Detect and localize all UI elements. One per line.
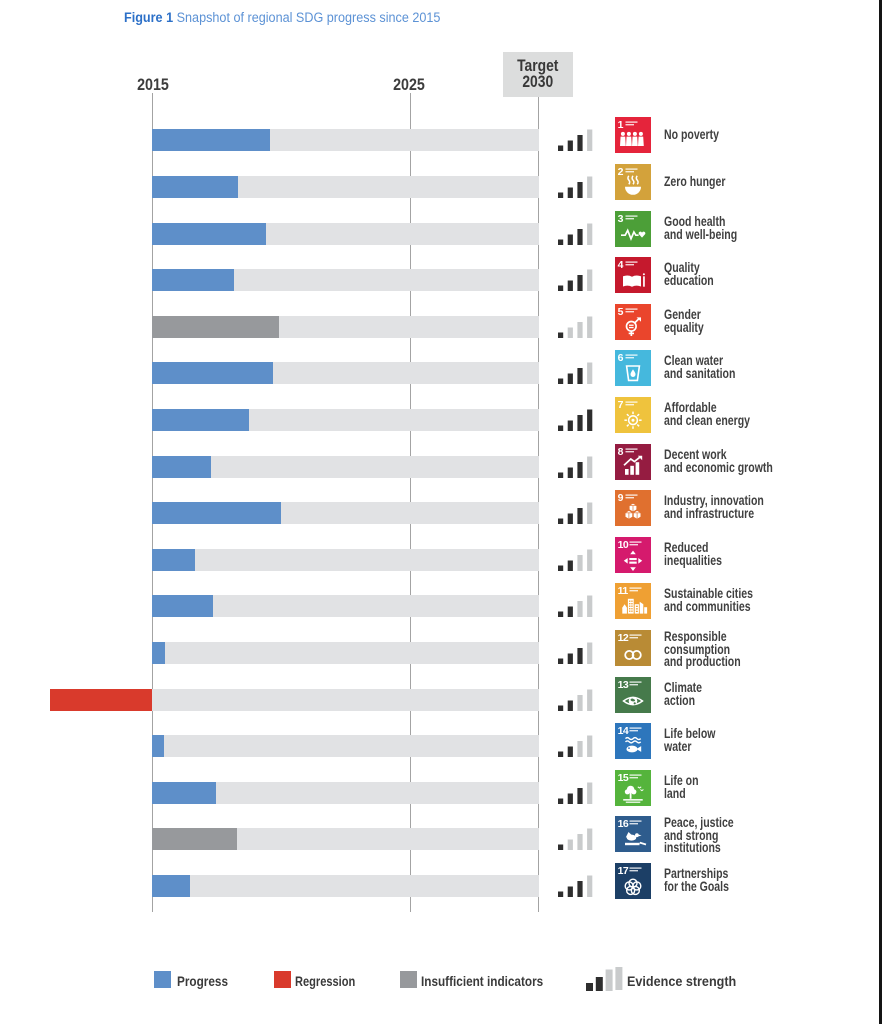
svg-text:16: 16 — [618, 818, 629, 830]
svg-text:8: 8 — [618, 446, 624, 458]
svg-text:15: 15 — [618, 772, 629, 784]
svg-text:2: 2 — [618, 166, 624, 178]
svg-text:5: 5 — [618, 306, 624, 318]
svg-text:6: 6 — [618, 352, 624, 364]
svg-text:17: 17 — [618, 865, 629, 877]
svg-text:4: 4 — [618, 259, 624, 271]
svg-text:13: 13 — [618, 679, 629, 691]
svg-text:11: 11 — [618, 585, 629, 597]
svg-text:14: 14 — [618, 725, 629, 737]
svg-text:10: 10 — [618, 539, 629, 551]
svg-text:12: 12 — [618, 632, 629, 644]
svg-text:9: 9 — [618, 492, 624, 504]
svg-text:3: 3 — [618, 213, 624, 225]
svg-text:1: 1 — [618, 119, 624, 131]
svg-text:7: 7 — [618, 399, 624, 411]
